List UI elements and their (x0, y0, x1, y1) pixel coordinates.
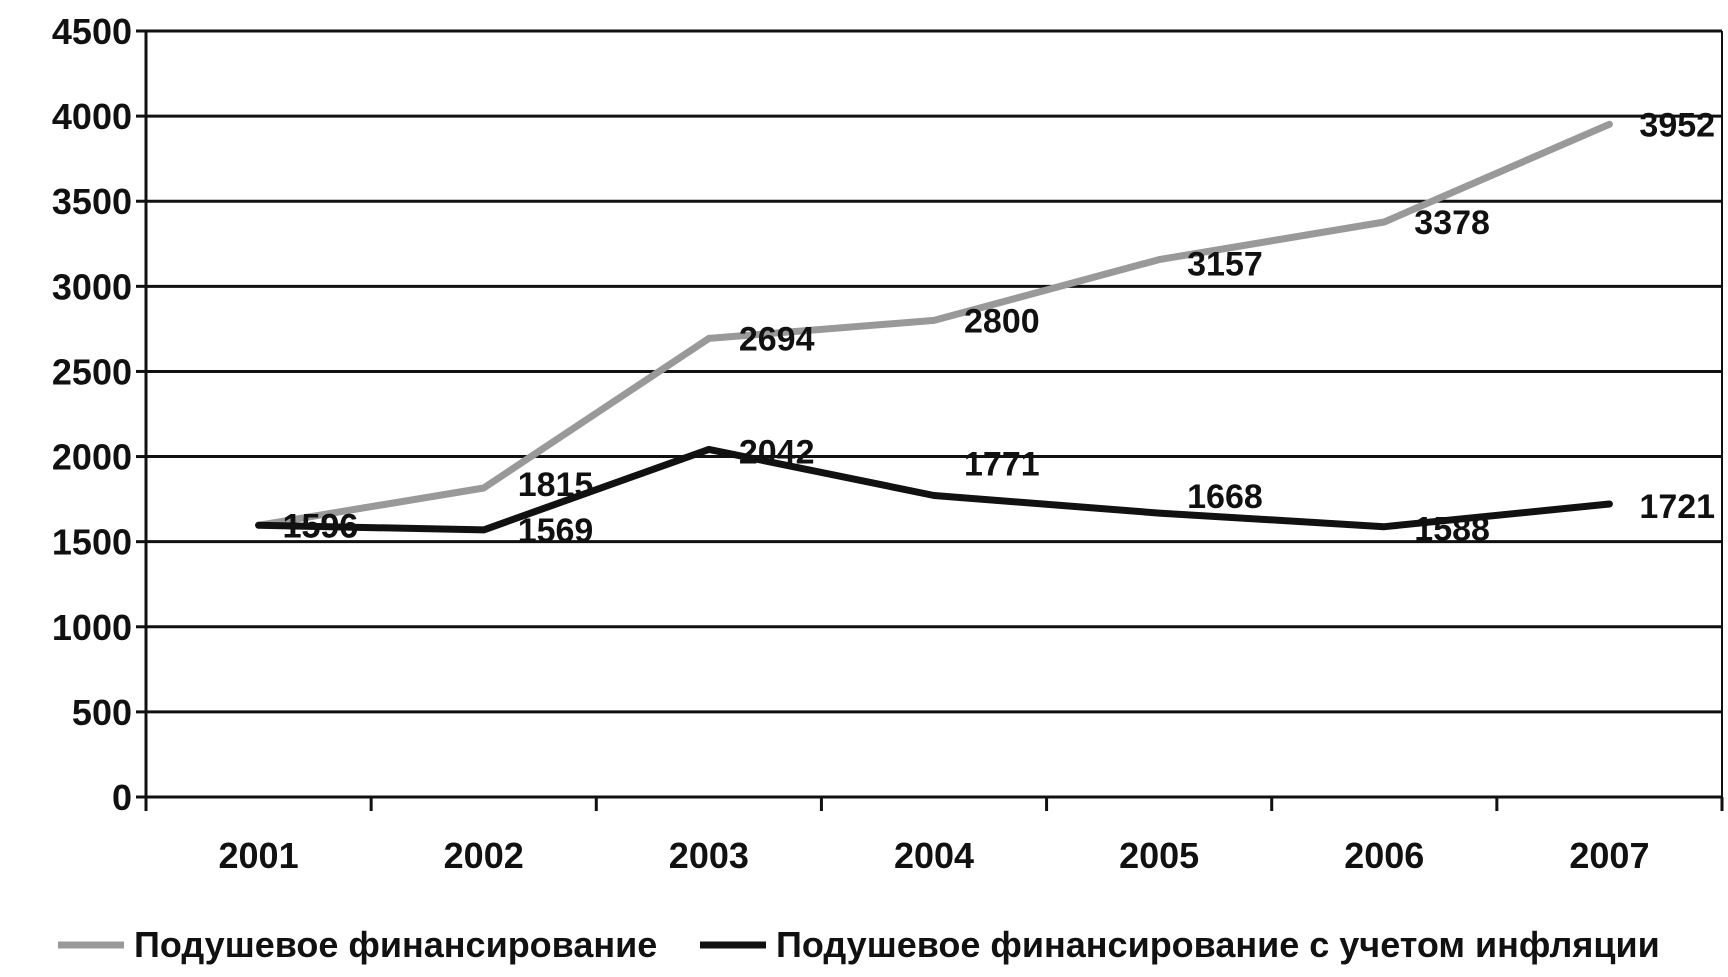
y-tick-label: 3000 (52, 266, 132, 307)
data-label: 3378 (1414, 204, 1490, 242)
x-tick-label: 2007 (1569, 835, 1649, 876)
y-tick-label: 1000 (52, 607, 132, 648)
series-line-1 (255, 445, 1613, 534)
data-label: 1721 (1639, 488, 1715, 526)
data-label: 1771 (964, 446, 1040, 484)
legend-label-0: Подушевое финансирование (134, 924, 657, 965)
series-lines (255, 120, 1613, 534)
data-label: 3952 (1639, 106, 1715, 144)
data-label: 1668 (1187, 478, 1263, 516)
y-tick-label: 0 (112, 777, 132, 818)
y-tick-label: 2500 (52, 351, 132, 392)
x-tick-label: 2004 (894, 835, 974, 876)
x-tick-label: 2002 (444, 835, 524, 876)
axes (136, 29, 1724, 811)
grid-lines (146, 29, 1722, 714)
x-tick-label: 2001 (219, 835, 299, 876)
x-tick-label: 2003 (669, 835, 749, 876)
data-label: 2694 (739, 320, 815, 358)
y-tick-label: 3500 (52, 181, 132, 222)
y-axis-tick-labels: 0 500 1000 1500 2000 2500 3000 3500 4000 4500 (52, 11, 132, 818)
x-tick-label: 2005 (1119, 835, 1199, 876)
data-label: 1596 (283, 507, 359, 545)
y-tick-label: 1500 (52, 522, 132, 563)
y-tick-label: 500 (72, 692, 132, 733)
legend: Подушевое финансирование Подушевое финанс… (58, 924, 1660, 965)
data-label: 1569 (518, 512, 594, 550)
legend-label-1: Подушевое финансирование с учетом инфляц… (776, 924, 1660, 965)
y-tick-label: 4000 (52, 96, 132, 137)
data-label: 1815 (518, 466, 594, 504)
series-line-0 (255, 120, 1613, 529)
x-axis-tick-labels: 2001 2002 2003 2004 2005 2006 2007 (219, 835, 1650, 876)
data-label: 1588 (1414, 511, 1490, 549)
data-label: 2042 (739, 433, 815, 471)
data-label: 1596 (283, 507, 359, 545)
y-tick-label: 4500 (52, 11, 132, 52)
x-tick-label: 2006 (1344, 835, 1424, 876)
y-tick-label: 2000 (52, 437, 132, 478)
data-label: 2800 (964, 302, 1040, 340)
data-label: 3157 (1187, 246, 1263, 284)
